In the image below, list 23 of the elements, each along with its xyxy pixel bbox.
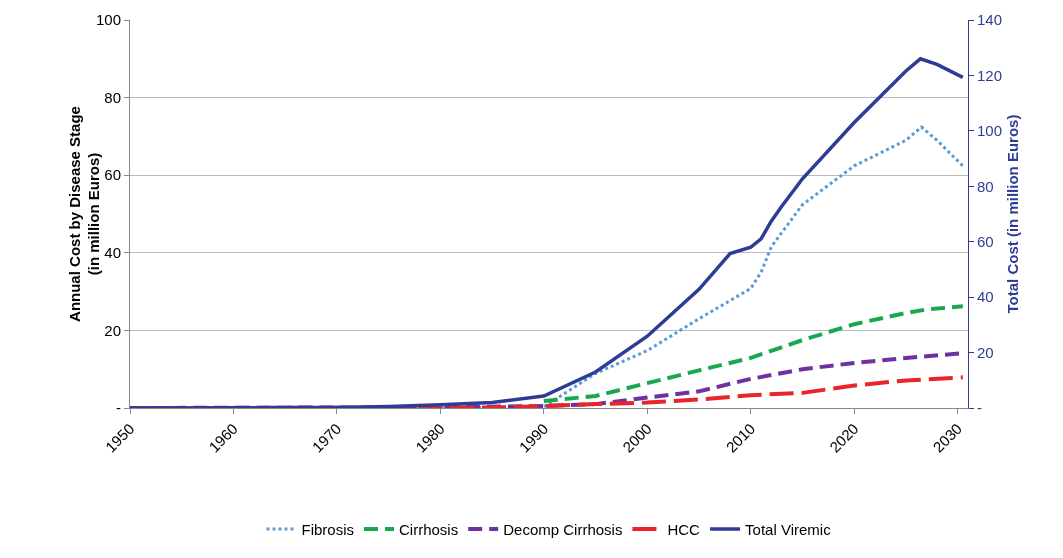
y2-tick-label: 20	[977, 343, 994, 361]
y-tick-label: 20	[104, 321, 121, 339]
line-series	[541, 304, 965, 404]
y2-tick-label: 40	[977, 288, 994, 306]
y-tick-label: -	[116, 399, 121, 417]
y2-axis-title: Total Cost (in million Euros)	[1004, 114, 1022, 314]
line-series	[130, 57, 965, 408]
y2-tick-label: 140	[977, 11, 1003, 29]
y2-tick-label: 60	[977, 232, 994, 250]
y2-tick-label: 80	[977, 177, 994, 195]
y-tick-label: 40	[104, 244, 121, 262]
y2-tick-label: 120	[977, 66, 1003, 84]
legend-label: Decomp Cirrhosis	[503, 520, 623, 538]
y2-tick-label: -	[977, 399, 982, 417]
y-tick-label: 100	[95, 11, 121, 29]
y-axis-title: Annual Cost by Disease Stage (in million Euros)	[65, 106, 103, 322]
legend-label: Cirrhosis	[399, 520, 459, 538]
legend-label: HCC	[667, 520, 701, 538]
y-tick-label: 60	[104, 166, 121, 184]
y-tick-label: 80	[104, 88, 121, 106]
legend-label: Total Viremic	[745, 520, 832, 538]
legend-label: Fibrosis	[301, 520, 355, 538]
y2-tick-label: 100	[977, 122, 1003, 140]
